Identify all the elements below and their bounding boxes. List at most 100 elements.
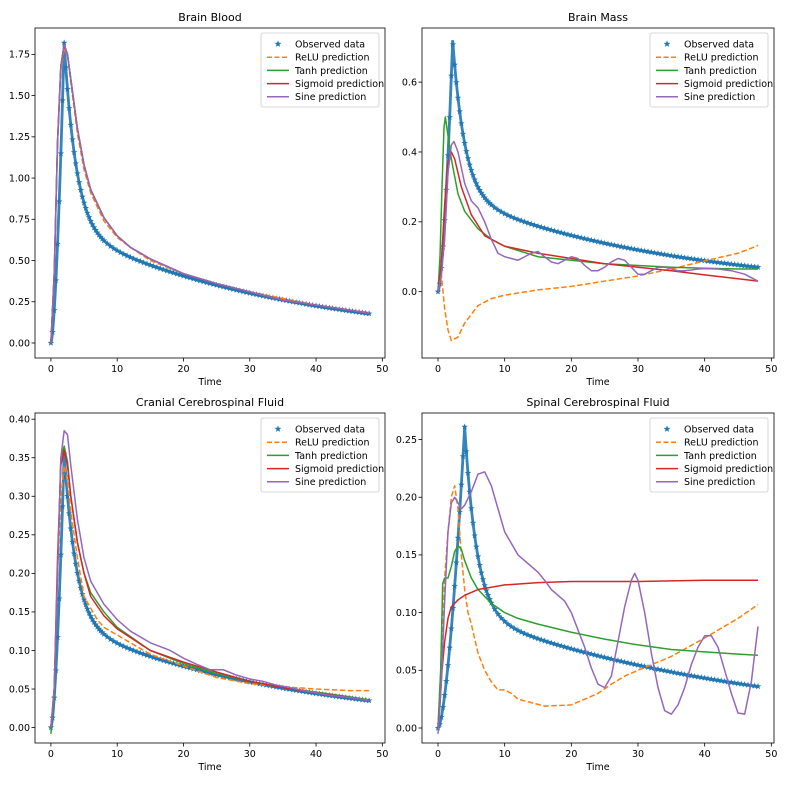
plot-area [47,429,373,734]
observed-data-point [638,247,645,254]
observed-data-point [74,569,81,576]
observed-data-point [458,481,465,488]
legend-label: ReLU prediction [684,53,758,64]
observed-data-point [133,256,141,263]
observed-data-point [469,519,477,526]
observed-data-point [448,72,455,79]
observed-data-point [226,285,234,292]
observed-data-point [474,553,482,560]
observed-data-point [436,721,443,728]
legend-label: Sine prediction [684,477,755,488]
observed-data-point [99,235,106,242]
observed-data-point [74,170,81,177]
observed-data-point [100,237,108,244]
observed-data-point [694,256,702,263]
observed-data-point [451,582,458,589]
observed-data-point [554,228,562,235]
observed-data-point [691,672,698,680]
legend-entry: Sigmoid prediction [267,464,384,475]
observed-data-point [190,665,197,672]
x-axis-label: Time [585,377,609,388]
observed-data-point [561,643,568,650]
observed-data-point [628,245,635,252]
observed-data-point [113,247,121,254]
legend-entry: Sine prediction [267,477,366,488]
observed-data-point [486,199,493,207]
legend-label: Sine prediction [295,477,366,488]
observed-data-point [92,226,99,233]
observed-data-point [478,189,485,196]
observed-data-point [117,641,124,648]
observed-data-point [558,229,565,236]
observed-data-point [441,691,448,698]
observed-data-point [554,641,562,648]
y-tick-label: 0.75 [9,215,30,226]
x-tick-label: 30 [632,364,644,375]
observed-data-point [223,284,230,291]
observed-data-point [459,452,467,460]
observed-data-point [594,238,602,245]
observed-data-point [558,642,565,649]
observed-data-markers [434,41,762,295]
observed-data-point [711,258,718,265]
observed-data-point [69,538,76,545]
observed-data-point [528,632,535,640]
observed-data-point [94,229,101,236]
observed-data-point [494,610,502,617]
observed-data-point [731,261,738,268]
observed-data-point [110,637,118,645]
legend-entry: Tanh prediction [267,66,368,77]
observed-data-point [668,252,675,259]
legend-marker-star [274,40,282,47]
observed-data-point [584,236,592,243]
observed-data-point [160,266,167,273]
observed-data-point [744,681,752,688]
axes-frame [34,27,386,359]
legend-label: Tanh prediction [294,451,368,462]
observed-data-point [153,264,161,271]
observed-data-point [220,283,227,290]
observed-data-point [451,61,458,68]
observed-data-point [591,237,598,244]
observed-data-point [59,503,66,510]
x-axis-label: Time [197,377,221,388]
observed-data-point [99,629,106,636]
observed-data-point [728,679,735,686]
observed-data-point [548,639,555,646]
observed-data-point [150,654,157,661]
observed-data-point [127,645,134,653]
x-tick-label: 40 [699,749,711,760]
observed-data-point [648,248,655,256]
x-tick-label: 50 [376,749,388,760]
observed-data-point [173,270,181,277]
observed-data-point [444,152,452,159]
observed-data-point [658,250,665,257]
observed-data-point [170,660,177,667]
observed-data-point [621,243,628,251]
observed-data-point [439,703,447,711]
observed-data-point [249,290,257,297]
observed-data-point [468,166,475,174]
chart-panel-4: Spinal Cerebrospinal Fluid 0 10 20 30 40 50 0.0… [396,396,778,773]
legend-label: Sigmoid prediction [295,464,384,475]
observed-data-point [166,659,174,666]
axes-frame [34,412,386,744]
observed-data-point [82,204,89,211]
observed-data-point [591,651,598,658]
legend-box [260,417,380,493]
observed-data-point [544,225,552,232]
observed-data-point [166,268,174,275]
observed-data-point [714,259,722,266]
axes-frame [421,27,775,359]
observed-data-point [608,241,615,248]
observed-data-point [150,262,157,270]
observed-data-point [494,206,502,213]
observed-data-point [684,254,692,261]
legend-label: ReLU prediction [295,53,369,64]
observed-data-point [698,256,705,263]
observed-data-point [574,647,582,654]
y-tick-label: 1.25 [9,132,30,143]
x-tick-label: 0 [48,364,54,375]
observed-data-point [453,79,460,86]
legend-entry: Tanh prediction [267,451,368,462]
